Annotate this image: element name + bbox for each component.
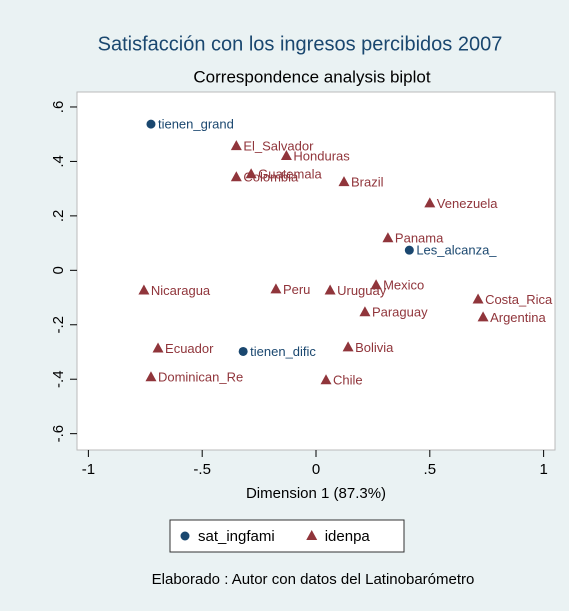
y-tick-label: -.6 bbox=[50, 425, 67, 443]
point-label: Paraguay bbox=[372, 305, 428, 320]
point bbox=[472, 293, 484, 304]
chart-subtitle: Correspondence analysis biplot bbox=[193, 67, 430, 86]
point-label: Honduras bbox=[293, 148, 350, 163]
point-label: Brazil bbox=[351, 175, 384, 190]
point bbox=[238, 346, 248, 356]
point-label: Nicaragua bbox=[151, 283, 211, 298]
point bbox=[230, 140, 242, 151]
legend-label: idenpa bbox=[325, 528, 371, 545]
point bbox=[359, 306, 371, 317]
point-label: Dominican_Re bbox=[158, 370, 243, 385]
point-label: Costa_Rica bbox=[485, 292, 553, 307]
point-label: Panama bbox=[395, 231, 444, 246]
legend-marker bbox=[306, 530, 318, 540]
point-label: tienen_dific bbox=[250, 344, 316, 359]
point-label: Chile bbox=[333, 373, 363, 388]
point bbox=[152, 342, 164, 353]
point bbox=[138, 284, 150, 295]
point-label: Les_alcanza_ bbox=[416, 243, 497, 258]
point bbox=[338, 176, 350, 187]
chart-title: Satisfacción con los ingresos percibidos… bbox=[98, 33, 503, 55]
point bbox=[404, 245, 414, 255]
x-tick-label: -1 bbox=[82, 461, 95, 478]
y-tick-label: .4 bbox=[50, 155, 67, 168]
point-label: Mexico bbox=[383, 278, 424, 293]
y-tick-label: 0 bbox=[50, 266, 67, 274]
x-tick-label: 0 bbox=[312, 461, 320, 478]
point-label: tienen_grand bbox=[158, 117, 234, 132]
plot-area bbox=[76, 91, 556, 451]
y-tick-label: .6 bbox=[50, 101, 67, 114]
point bbox=[280, 149, 292, 160]
point-label: Argentina bbox=[490, 310, 546, 325]
x-axis-label: Dimension 1 (87.3%) bbox=[246, 485, 386, 502]
point bbox=[230, 171, 242, 182]
x-tick-label: .5 bbox=[424, 461, 437, 478]
point-label: Venezuela bbox=[437, 196, 498, 211]
point bbox=[320, 374, 332, 385]
point bbox=[382, 232, 394, 243]
point-label: Ecuador bbox=[165, 341, 214, 356]
point-label: Colombia bbox=[243, 170, 299, 185]
legend-marker bbox=[180, 531, 190, 541]
point bbox=[145, 371, 157, 382]
point bbox=[270, 283, 282, 294]
point bbox=[370, 279, 382, 290]
point-label: Bolivia bbox=[355, 340, 394, 355]
x-tick-label: 1 bbox=[539, 461, 547, 478]
y-tick-label: .2 bbox=[50, 210, 67, 223]
point-label: Peru bbox=[283, 282, 310, 297]
point bbox=[424, 197, 436, 208]
point-label: Guatemala bbox=[258, 167, 322, 182]
point bbox=[342, 341, 354, 352]
point bbox=[477, 311, 489, 322]
point bbox=[245, 168, 257, 179]
note: Elaborado : Autor con datos del Latinoba… bbox=[152, 571, 475, 588]
point-label: El_Salvador bbox=[243, 139, 314, 154]
x-tick-label: -.5 bbox=[193, 461, 211, 478]
legend bbox=[169, 519, 405, 553]
legend-label: sat_ingfami bbox=[198, 528, 275, 545]
y-tick-label: -.4 bbox=[50, 370, 67, 388]
point bbox=[146, 119, 156, 129]
y-tick-label: -.2 bbox=[50, 316, 67, 334]
point bbox=[324, 284, 336, 295]
